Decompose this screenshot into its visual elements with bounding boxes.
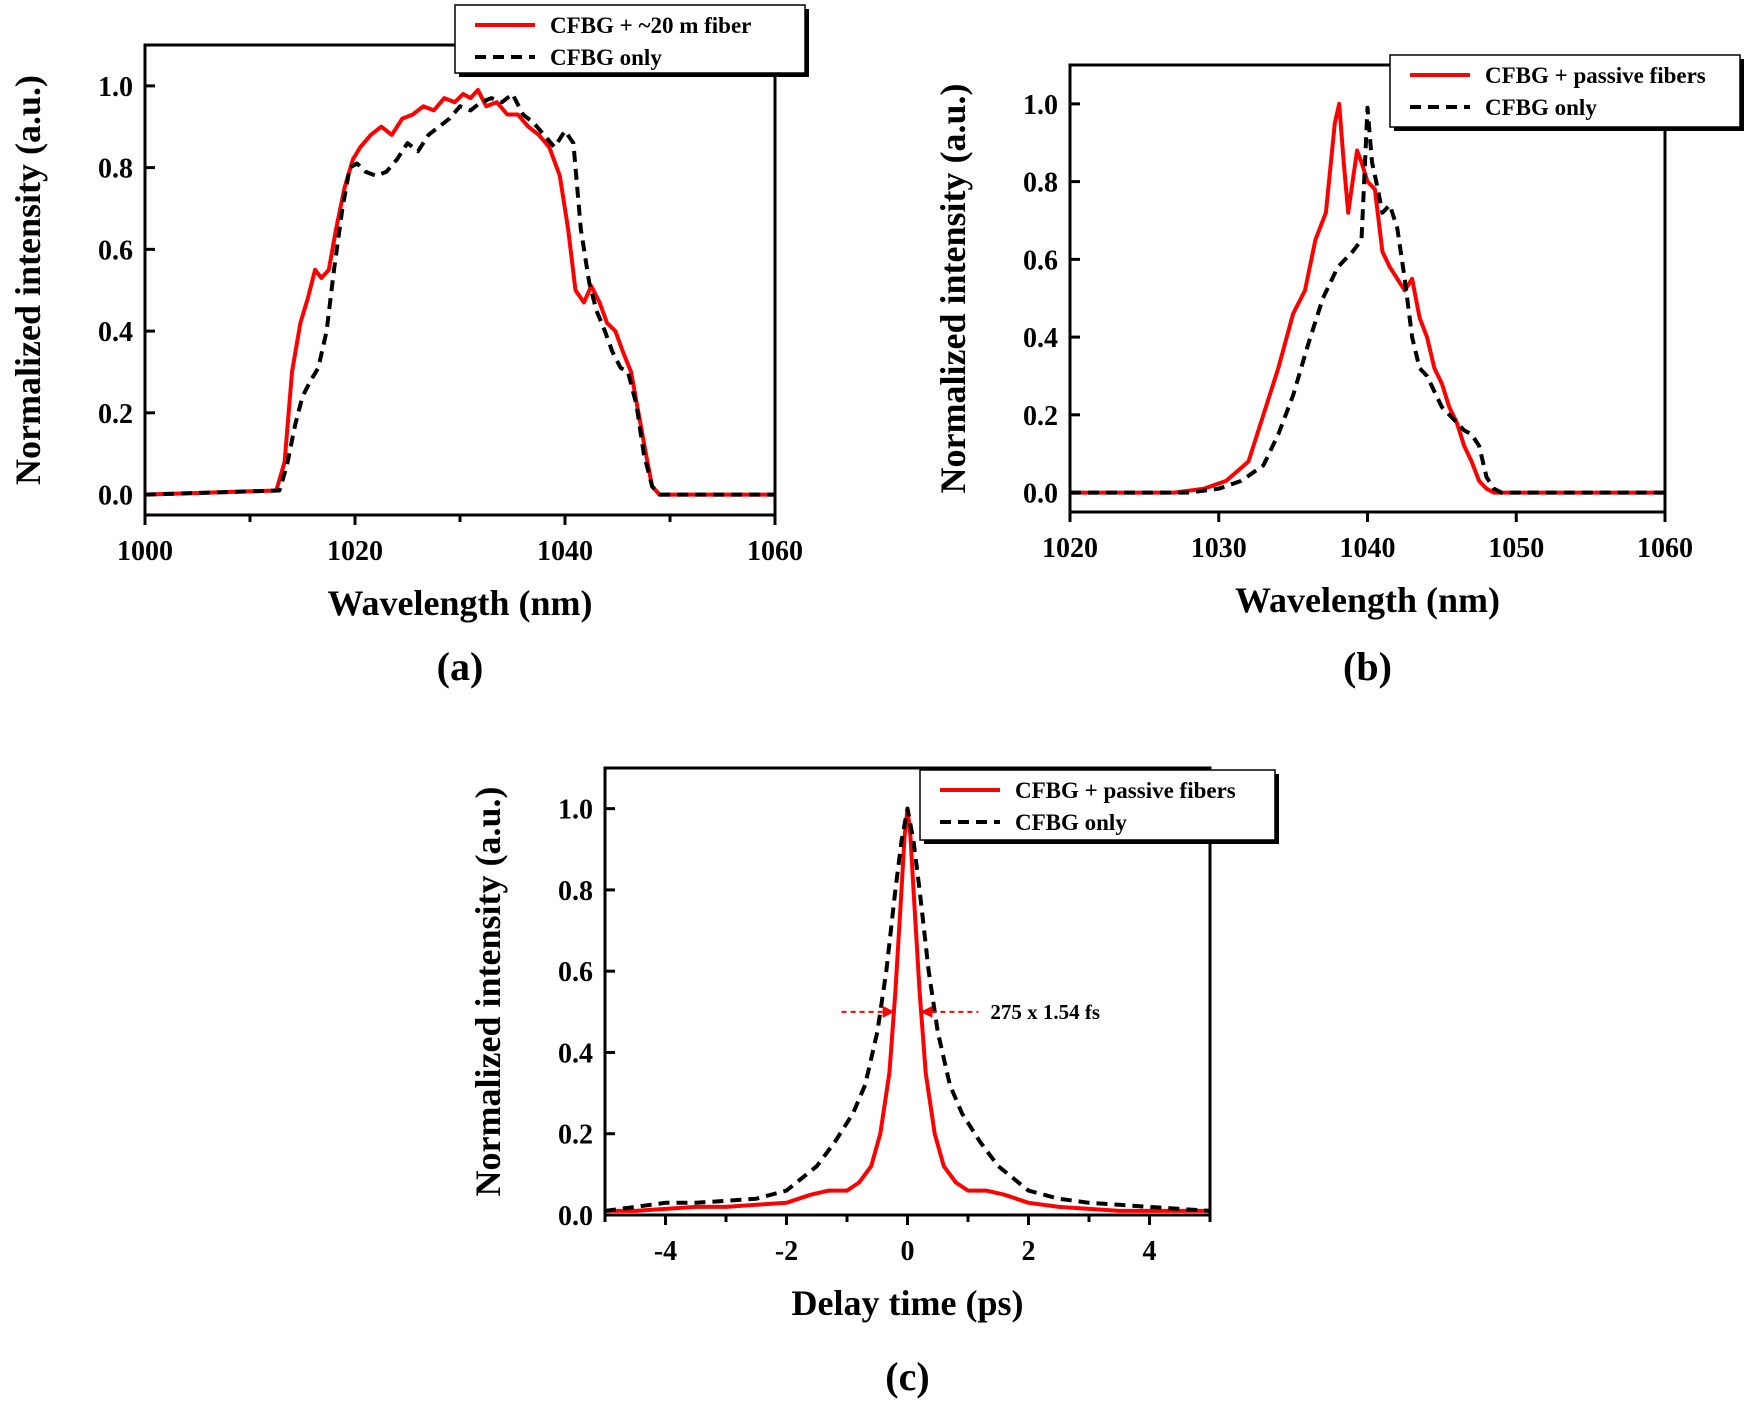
y-tick-label: 0.6 — [1023, 245, 1058, 276]
y-tick-label: 0.8 — [1023, 168, 1058, 199]
x-tick-label: 1000 — [117, 536, 173, 567]
x-tick-label: 1040 — [537, 536, 593, 567]
y-axis-title: Normalized intensity (a.u.) — [468, 787, 508, 1197]
y-axis-title: Normalized intensity (a.u.) — [933, 84, 973, 494]
y-tick-label: 0.2 — [98, 399, 133, 430]
x-tick-label: 1060 — [1637, 533, 1693, 564]
legend-box — [919, 769, 1276, 841]
series-line-b-black — [1070, 105, 1665, 495]
panel-label: (b) — [1343, 644, 1392, 689]
y-tick-label: 0.6 — [558, 957, 593, 988]
legend-label: CFBG + ~20 m fiber — [550, 13, 751, 38]
y-tick-label: 0.2 — [1023, 401, 1058, 432]
x-tick-label: 2 — [1022, 1236, 1036, 1267]
panel-label: (a) — [437, 644, 484, 689]
legend-label: CFBG + passive fibers — [1015, 778, 1236, 803]
fwhm-arrowhead-right — [920, 1005, 933, 1018]
y-tick-label: 1.0 — [98, 72, 133, 103]
series-line-a-black — [144, 92, 775, 497]
y-tick-label: 0.6 — [98, 235, 133, 266]
legend-label: CFBG only — [1485, 95, 1597, 120]
x-tick-label: -4 — [654, 1236, 677, 1267]
x-tick-label: 1040 — [1340, 533, 1396, 564]
legend-label: CFBG only — [550, 45, 662, 70]
y-tick-label: 1.0 — [558, 795, 593, 826]
series-line-c-black — [604, 806, 1211, 1213]
x-tick-label: 1060 — [747, 536, 803, 567]
y-tick-label: 0.4 — [98, 317, 133, 348]
y-tick-label: 0.0 — [1023, 479, 1058, 510]
y-axis-title: Normalized intensity (a.u.) — [8, 75, 48, 485]
y-tick-label: 0.4 — [558, 1038, 593, 1069]
series-line-a-red — [144, 88, 775, 497]
x-tick-label: 1020 — [1042, 533, 1098, 564]
legend-box — [454, 4, 806, 74]
y-tick-label: 0.4 — [1023, 323, 1058, 354]
y-tick-label: 0.8 — [558, 876, 593, 907]
y-tick-label: 0.0 — [98, 481, 133, 512]
y-tick-label: 0.0 — [558, 1201, 593, 1232]
series-line-c-red — [605, 806, 1210, 1213]
fwhm-arrowhead-left — [882, 1005, 895, 1018]
x-tick-label: 0 — [901, 1236, 915, 1267]
legend-label: CFBG only — [1015, 810, 1127, 835]
x-tick-label: 1050 — [1488, 533, 1544, 564]
series-line-b-red — [1070, 101, 1665, 495]
legend-label: CFBG + passive fibers — [1485, 63, 1706, 88]
x-tick-label: 1030 — [1191, 533, 1247, 564]
x-tick-label: 1020 — [327, 536, 383, 567]
y-tick-label: 0.2 — [558, 1120, 593, 1151]
fwhm-annotation: 275 x 1.54 fs — [990, 1000, 1100, 1024]
x-axis-title: Wavelength (nm) — [328, 583, 593, 623]
x-tick-label: 4 — [1143, 1236, 1157, 1267]
y-tick-label: 1.0 — [1023, 90, 1058, 121]
plot-frame — [143, 43, 777, 517]
x-axis-title: Wavelength (nm) — [1235, 580, 1500, 620]
chart-panel-a: 0.0 0.2 0.4 0.6 0.8 1.0 1000 1020 1040 1060 Wavele… — [8, 4, 809, 689]
legend-box — [1389, 54, 1741, 128]
chart-panel-b: 0.0 0.2 0.4 0.6 0.8 1.0 1020 1030 1040 1050 1060 Wa… — [933, 54, 1744, 689]
y-tick-label: 0.8 — [98, 154, 133, 185]
x-tick-label: -2 — [775, 1236, 798, 1267]
chart-panel-c: 0.0 0.2 0.4 0.6 0.8 1.0 -4 -2 0 2 4 Delay time (ps)… — [468, 766, 1279, 1399]
panel-label: (c) — [885, 1354, 929, 1399]
x-axis-title: Delay time (ps) — [792, 1283, 1024, 1323]
